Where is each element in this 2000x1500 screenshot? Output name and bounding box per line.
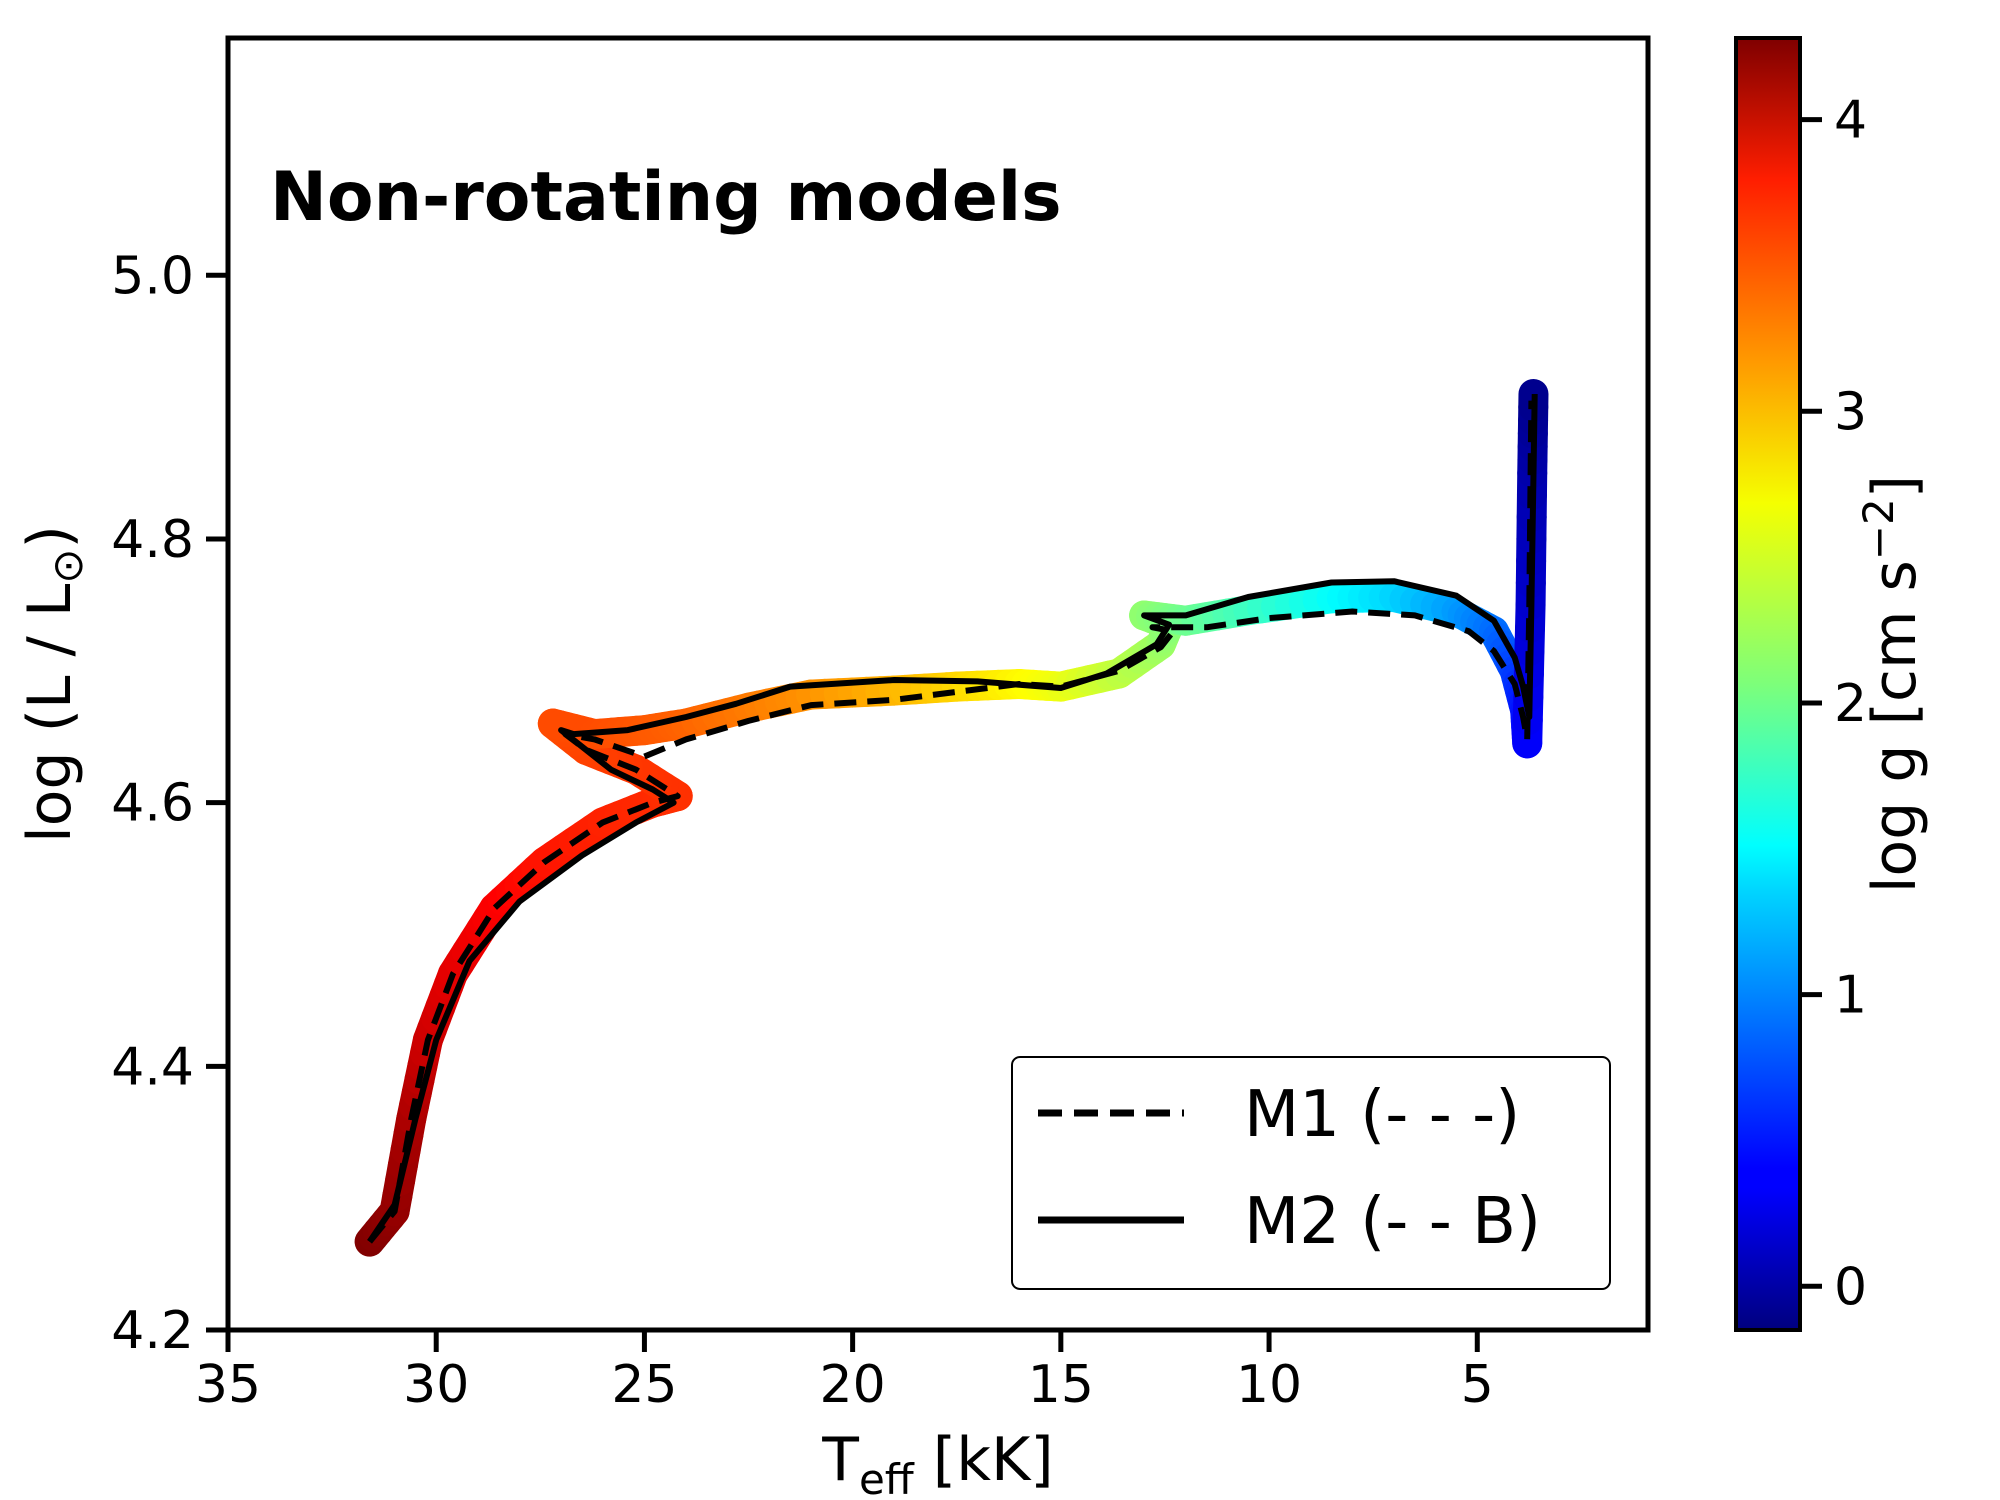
x-tick-label: 35 (195, 1355, 261, 1415)
x-tick-label: 10 (1236, 1355, 1302, 1415)
series-line-m1 (367, 400, 1535, 1244)
y-tick-label: 4.2 (111, 1301, 194, 1361)
colorbar-tick-label: 1 (1834, 966, 1867, 1026)
y-tick-label: 4.4 (111, 1037, 194, 1097)
x-tick-label: 30 (403, 1355, 469, 1415)
colorbar-tick-label: 0 (1834, 1257, 1867, 1317)
panel-annotation: Non-rotating models (270, 158, 1062, 237)
model-lines (367, 393, 1538, 1244)
plot-frame (225, 35, 1651, 1333)
series-line-m2 (367, 393, 1538, 1244)
x-tick-label: 20 (820, 1355, 886, 1415)
y-tick-label: 4.6 (111, 774, 194, 834)
x-axis-label: Teff [kK] (821, 1425, 1053, 1500)
colorbar-tick-label: 2 (1834, 674, 1867, 734)
x-tick-label: 15 (1028, 1355, 1094, 1415)
y-axis-label: log (L / L⊙) (15, 525, 92, 843)
legend-label-m2: M2 (- - B) (1244, 1185, 1541, 1259)
y-axis: 4.2 4.4 4.6 4.8 5.0 (111, 246, 228, 1361)
legend: M1 (- - -) M2 (- - B) (1011, 1056, 1611, 1290)
colorbar-label: log g [cm s−2] (1854, 475, 1930, 893)
colorbar: 0 1 2 3 4 log g [cm s−2] (1734, 36, 1930, 1332)
x-tick-label: 25 (611, 1355, 677, 1415)
colorbar-ticks: 0 1 2 3 4 (1800, 91, 1867, 1317)
y-tick-label: 4.8 (111, 510, 194, 570)
colorbar-gradient (1734, 36, 1802, 1332)
y-tick-label: 5.0 (111, 246, 194, 306)
legend-label-m1: M1 (- - -) (1244, 1078, 1520, 1152)
x-axis: 35 30 25 20 15 10 5 (195, 1330, 1494, 1415)
colorbar-tick-label: 4 (1834, 91, 1867, 151)
colorbar-tick-label: 3 (1834, 382, 1867, 442)
x-tick-label: 5 (1461, 1355, 1494, 1415)
